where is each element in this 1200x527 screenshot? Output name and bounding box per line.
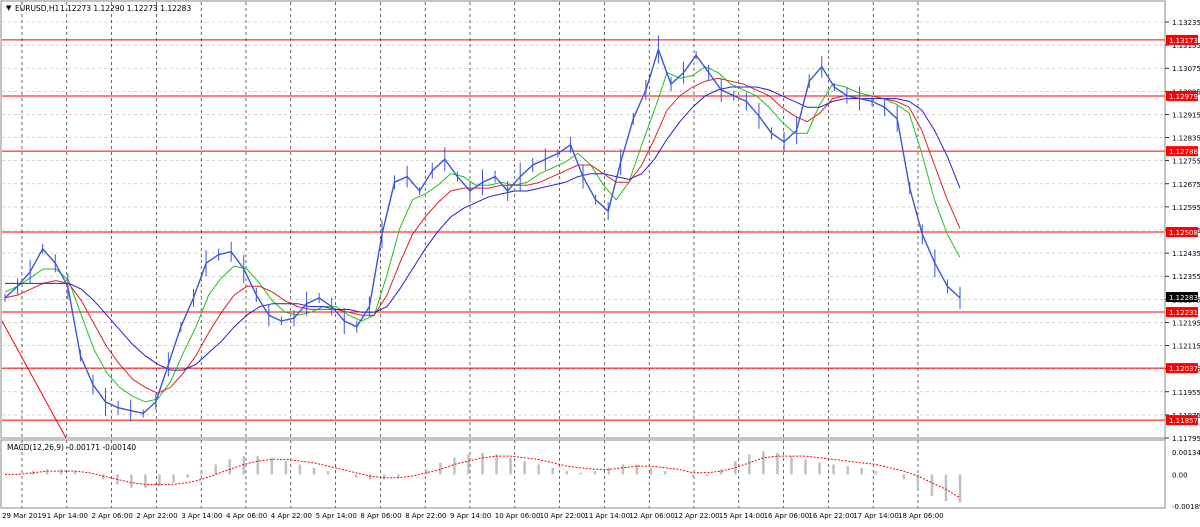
time-label: 8 Apr 06:00	[360, 512, 401, 520]
current-price-label: 1.12283	[1169, 294, 1198, 302]
level-price-label: 1.12508	[1169, 229, 1198, 237]
macd-panel	[5, 451, 962, 503]
time-label: 2 Apr 22:00	[136, 512, 177, 520]
price-tick-label: 1.12595	[1172, 204, 1200, 212]
price-series	[4, 35, 961, 422]
level-price-tag	[1166, 363, 1198, 374]
symbol-label: EURUSD,H1	[15, 4, 59, 13]
time-label: 4 Apr 06:00	[226, 512, 267, 520]
level-price-tag	[1166, 307, 1198, 318]
time-label: 29 Mar 2019	[2, 512, 46, 520]
price-tick-label: 1.13075	[1172, 65, 1200, 73]
price-tick-label: 1.12115	[1172, 343, 1200, 351]
macd-signal-line	[5, 455, 961, 499]
grid-layer	[2, 2, 1165, 508]
price-tick-label: 1.12435	[1172, 250, 1200, 258]
time-label: 3 Apr 14:00	[181, 512, 222, 520]
price-tick-label: 1.12755	[1172, 158, 1200, 166]
price-tick-label: 1.13155	[1172, 42, 1200, 50]
time-label: 15 Apr 14:00	[719, 512, 765, 520]
time-label: 5 Apr 14:00	[316, 512, 357, 520]
price-tick-label: 1.12835	[1172, 135, 1200, 143]
level-price-label: 1.13173	[1169, 37, 1198, 45]
price-tick-label: 1.13235	[1172, 19, 1200, 27]
time-label: 1 Apr 14:00	[47, 512, 88, 520]
level-price-tag	[1166, 415, 1198, 426]
price-axis[interactable]: 1.132351.131551.130751.129951.129151.128…	[1165, 19, 1200, 443]
level-price-label: 1.12231	[1169, 309, 1198, 317]
macd-tick-label: 0.00	[1172, 471, 1188, 479]
time-label: 10 Apr 22:00	[540, 512, 586, 520]
time-label: 10 Apr 06:00	[495, 512, 541, 520]
macd-tick-label: 0.001347	[1172, 449, 1200, 457]
level-price-tag	[1166, 34, 1198, 45]
level-price-label: 1.12979	[1169, 93, 1198, 101]
current-price-tag	[1166, 292, 1198, 303]
time-label: 2 Apr 06:00	[92, 512, 133, 520]
price-tick-label: 1.12195	[1172, 319, 1200, 327]
time-label: 8 Apr 22:00	[405, 512, 446, 520]
level-price-label: 1.12037	[1169, 365, 1198, 373]
level-price-tag	[1166, 90, 1198, 101]
trend-line	[1, 320, 67, 439]
time-label: 12 Apr 22:00	[674, 512, 720, 520]
level-price-tag	[1166, 146, 1198, 157]
price-tick-label: 1.11795	[1172, 435, 1200, 443]
time-label: 17 Apr 14:00	[853, 512, 899, 520]
macd-tick-label: -0.001898	[1172, 503, 1200, 511]
ohlc-readout: 1.12273 1.12290 1.12273 1.12283	[60, 4, 191, 13]
time-label: 4 Apr 22:00	[271, 512, 312, 520]
macd-axis: 0.001347 0.00 -0.001898	[1172, 449, 1200, 511]
price-tick-label: 1.12355	[1172, 273, 1200, 281]
level-price-label: 1.12788	[1169, 148, 1198, 156]
horizontal-levels	[1, 39, 1165, 439]
macd-label: MACD(12,26,9) -0.00171 -0.00140	[7, 443, 136, 452]
symbol-menu-icon[interactable]: ▼	[6, 4, 12, 12]
level-price-label: 1.11857	[1169, 417, 1198, 425]
time-label: 11 Apr 14:00	[584, 512, 630, 520]
price-tick-label: 1.12915	[1172, 111, 1200, 119]
price-tick-label: 1.11955	[1172, 389, 1200, 397]
time-label: 9 Apr 14:00	[450, 512, 491, 520]
moving-average-line	[5, 86, 961, 371]
time-axis[interactable]: 29 Mar 2019 1 Apr 14:00 2 Apr 06:00 2 Apr 2…	[2, 512, 944, 520]
time-label: 16 Apr 22:00	[808, 512, 854, 520]
time-label: 18 Apr 06:00	[898, 512, 944, 520]
level-price-tag	[1166, 227, 1198, 238]
time-label: 12 Apr 06:00	[629, 512, 675, 520]
time-label: 16 Apr 06:00	[764, 512, 810, 520]
price-tick-label: 1.12675	[1172, 181, 1200, 189]
